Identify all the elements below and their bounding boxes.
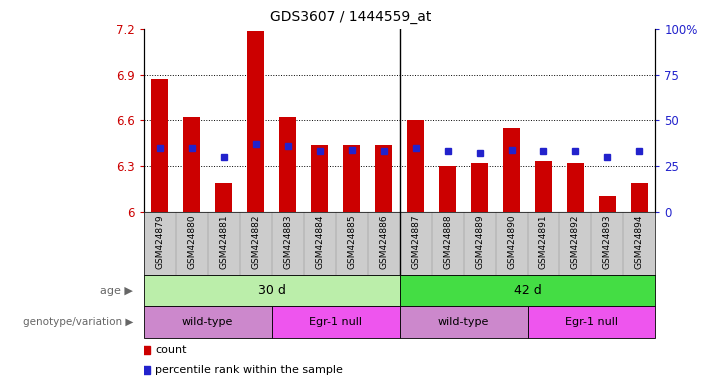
Text: GSM424887: GSM424887	[411, 215, 420, 270]
Bar	[343, 145, 360, 212]
Text: Egr-1 null: Egr-1 null	[565, 317, 618, 327]
Bar	[183, 118, 200, 212]
Bar	[311, 145, 328, 212]
Text: GSM424882: GSM424882	[251, 215, 260, 269]
Bar	[535, 161, 552, 212]
Bar	[566, 163, 584, 212]
Bar	[400, 275, 655, 306]
Text: wild-type: wild-type	[182, 317, 233, 327]
Text: GSM424884: GSM424884	[315, 215, 324, 269]
Bar	[599, 196, 616, 212]
Text: GSM424886: GSM424886	[379, 215, 388, 270]
Bar	[215, 183, 233, 212]
Text: GSM424891: GSM424891	[539, 215, 548, 270]
Bar	[503, 128, 520, 212]
Bar	[271, 306, 400, 338]
Bar	[144, 306, 272, 338]
Text: GSM424892: GSM424892	[571, 215, 580, 269]
Text: GSM424893: GSM424893	[603, 215, 612, 270]
Text: GSM424894: GSM424894	[635, 215, 644, 269]
Bar	[471, 163, 489, 212]
Bar	[247, 31, 264, 212]
Text: wild-type: wild-type	[438, 317, 489, 327]
Bar	[527, 306, 655, 338]
Text: 30 d: 30 d	[258, 284, 285, 297]
Text: GSM424881: GSM424881	[219, 215, 228, 270]
Text: percentile rank within the sample: percentile rank within the sample	[155, 365, 343, 375]
Text: GSM424879: GSM424879	[155, 215, 164, 270]
Bar	[439, 166, 456, 212]
Text: GSM424888: GSM424888	[443, 215, 452, 270]
Bar	[144, 275, 400, 306]
Text: GSM424885: GSM424885	[347, 215, 356, 270]
Text: age ▶: age ▶	[100, 286, 133, 296]
Text: GSM424880: GSM424880	[187, 215, 196, 270]
Text: GSM424889: GSM424889	[475, 215, 484, 270]
Bar	[631, 183, 648, 212]
Bar	[400, 306, 527, 338]
Bar	[375, 145, 393, 212]
Text: GSM424890: GSM424890	[507, 215, 516, 270]
Text: 42 d: 42 d	[514, 284, 541, 297]
Text: genotype/variation ▶: genotype/variation ▶	[23, 317, 133, 327]
Bar	[407, 121, 424, 212]
Text: GDS3607 / 1444559_at: GDS3607 / 1444559_at	[270, 10, 431, 23]
Bar	[279, 118, 297, 212]
Text: Egr-1 null: Egr-1 null	[309, 317, 362, 327]
Bar	[151, 79, 168, 212]
Text: count: count	[155, 345, 186, 355]
Text: GSM424883: GSM424883	[283, 215, 292, 270]
